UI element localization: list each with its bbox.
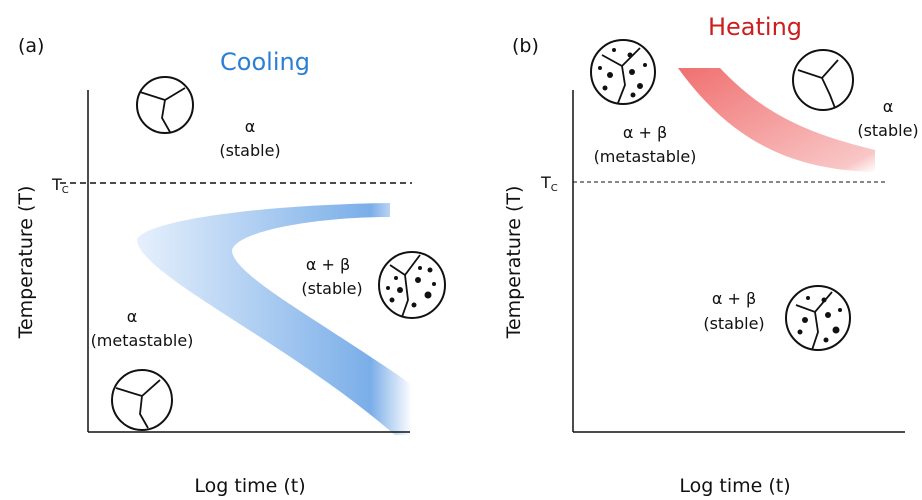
grain-alpha [793, 50, 853, 110]
phase: α [883, 97, 894, 116]
phase: α [245, 117, 256, 136]
y-axis-label: Temperature (T) [15, 186, 37, 340]
phase: α + β [306, 255, 350, 274]
tc-main: T [540, 173, 551, 192]
grain-alpha-beta [379, 252, 445, 318]
x-axis-label: Log time (t) [679, 475, 790, 497]
state: (stable) [219, 141, 280, 160]
panel-label: (b) [512, 35, 539, 57]
state: (metastable) [91, 331, 194, 350]
state: (stable) [703, 314, 764, 333]
x-axis-label: Log time (t) [194, 475, 305, 497]
tc-label: TC [51, 175, 69, 196]
grain-alpha [137, 77, 193, 133]
y-axis-label: Temperature (T) [503, 186, 525, 340]
panel-a: (a) Cooling TC Temperature (T) Log time … [15, 35, 445, 497]
tc-sub: C [551, 183, 558, 194]
phase: α [127, 307, 138, 326]
tc-label: TC [540, 173, 558, 194]
tc-main: T [51, 175, 62, 194]
panel-title: Cooling [220, 48, 310, 76]
state: (stable) [301, 279, 362, 298]
state: (stable) [857, 121, 918, 140]
figure: (a) Cooling TC Temperature (T) Log time … [0, 0, 922, 500]
tc-sub: C [62, 185, 69, 196]
transformation-band [137, 203, 412, 435]
phase: α + β [712, 289, 756, 308]
panel-label: (a) [18, 35, 44, 57]
grain-alpha-beta [786, 286, 850, 350]
grain-alpha-beta [591, 40, 655, 104]
state: (metastable) [594, 147, 697, 166]
phase: α + β [623, 123, 667, 142]
panel-b: (b) Heating TC Temperature (T) Log time … [503, 13, 919, 497]
grain-alpha [112, 370, 172, 430]
panel-title: Heating [708, 13, 802, 41]
